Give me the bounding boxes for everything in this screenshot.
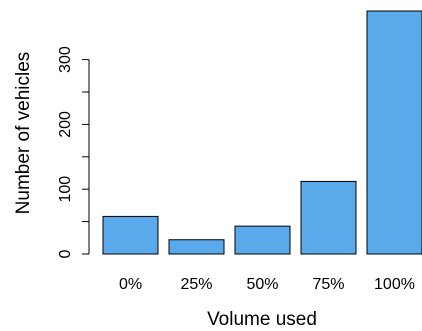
x-tick-label: 25% [180,276,212,293]
bar-0pct [102,215,159,255]
y-tick-label: 300 [57,46,74,73]
y-axis: 0 100 200 300 [57,46,90,258]
x-tick-labels: 0% 25% 50% 75% 100% [119,276,415,293]
bars-group [102,10,422,255]
y-tick-label: 200 [57,111,74,138]
y-tick-label: 100 [57,176,74,203]
bar-50pct [234,225,291,255]
bar-25pct [168,239,225,255]
x-tick-label: 50% [246,276,278,293]
x-tick-label: 100% [374,276,415,293]
y-axis-label: Number of vehicles [13,52,34,215]
bar-100pct [366,10,422,255]
x-tick-label: 75% [312,276,344,293]
bar-75pct [300,180,357,255]
x-axis-label: Volume used [207,309,317,330]
y-tick-label: 0 [57,249,74,258]
x-tick-label: 0% [119,276,142,293]
